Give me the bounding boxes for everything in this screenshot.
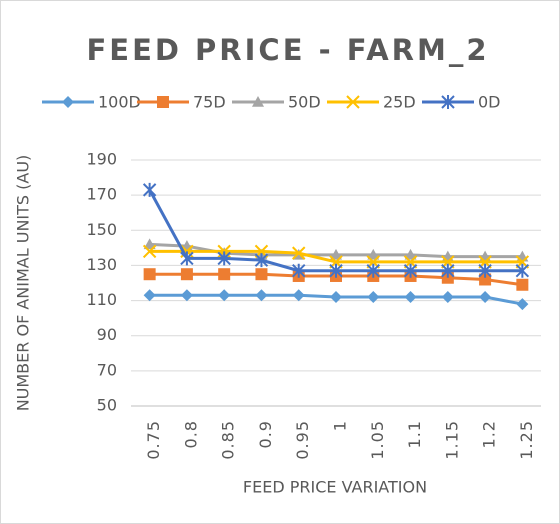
legend-label: 50D: [288, 93, 321, 112]
marker: [330, 291, 342, 304]
marker: [142, 244, 157, 259]
marker: [441, 291, 454, 304]
y-tick-label: 130: [86, 255, 117, 274]
legend-label: 25D: [383, 93, 416, 112]
marker: [292, 289, 305, 302]
x-tick-label: 0.85: [219, 420, 238, 460]
marker: [516, 278, 529, 291]
marker: [479, 291, 492, 304]
marker: [180, 251, 194, 266]
marker: [255, 289, 268, 302]
marker: [330, 248, 342, 260]
x-tick-label: 1: [331, 420, 350, 431]
x-tick-label: 0.8: [181, 420, 200, 448]
marker: [404, 248, 417, 260]
legend-label: 75D: [193, 93, 226, 112]
x-tick-label: 0.95: [293, 420, 312, 460]
marker: [142, 182, 157, 197]
y-tick-label: 70: [97, 360, 117, 379]
marker: [180, 268, 193, 281]
x-axis-label: FEED PRICE VARIATION: [243, 478, 427, 497]
marker: [255, 268, 268, 281]
marker: [515, 263, 530, 278]
marker: [346, 95, 360, 109]
chart-title: FEED PRICE - FARM_2: [86, 33, 489, 67]
marker: [252, 96, 264, 107]
y-tick-label: 150: [86, 220, 117, 239]
y-tick-label: 190: [86, 150, 117, 169]
x-tick-label: 0.9: [256, 420, 275, 448]
x-tick-label: 1.15: [442, 420, 461, 460]
marker: [367, 291, 380, 304]
marker: [441, 263, 455, 278]
marker: [367, 248, 380, 260]
marker: [479, 273, 492, 286]
legend-label: 100D: [98, 93, 141, 112]
marker: [404, 291, 417, 304]
marker: [218, 268, 231, 281]
y-tick-label: 90: [97, 325, 117, 344]
marker: [403, 263, 418, 278]
marker: [478, 263, 492, 278]
marker: [254, 253, 269, 268]
marker: [218, 289, 231, 302]
x-tick-label: 1.2: [480, 420, 499, 448]
marker: [292, 246, 306, 260]
y-tick-label: 110: [86, 290, 117, 309]
marker: [143, 289, 156, 302]
y-tick-label: 170: [86, 185, 117, 204]
marker: [366, 263, 380, 278]
marker: [217, 251, 231, 266]
x-tick-label: 0.75: [144, 420, 163, 460]
y-tick-label: 50: [97, 396, 117, 415]
x-tick-label: 1.1: [405, 420, 424, 448]
marker: [516, 298, 529, 311]
legend-label: 0D: [478, 93, 501, 112]
marker: [143, 268, 156, 281]
marker: [62, 96, 74, 108]
marker: [329, 263, 343, 278]
y-axis-label: NUMBER OF ANIMAL UNITS (AU): [14, 155, 33, 412]
x-tick-label: 1.25: [517, 420, 536, 460]
marker: [143, 238, 156, 250]
x-tick-label: 1.05: [368, 420, 387, 460]
marker: [157, 96, 169, 108]
marker: [180, 289, 193, 302]
marker: [441, 95, 455, 109]
marker: [292, 263, 306, 278]
